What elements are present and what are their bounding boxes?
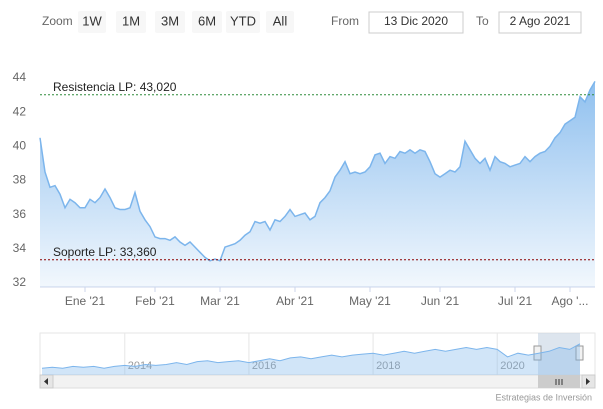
zoom-button-label[interactable]: All — [273, 13, 288, 28]
arrow — [44, 378, 48, 385]
y-tick-label: 32 — [13, 275, 27, 289]
x-tick-label: Ago '... — [552, 294, 589, 308]
navigator-selection[interactable] — [538, 333, 580, 375]
navigator-label: 2016 — [252, 360, 276, 372]
y-tick-label: 36 — [13, 207, 27, 221]
arrow — [586, 378, 590, 385]
scrollbar-track[interactable] — [39, 374, 596, 389]
navigator-label: 2018 — [376, 360, 400, 372]
navigator-handle[interactable] — [575, 345, 584, 361]
zoom-button-label[interactable]: 6M — [198, 13, 216, 28]
zoom-label: Zoom — [42, 14, 73, 28]
from-value[interactable]: 13 Dic 2020 — [384, 14, 448, 28]
to-value[interactable]: 2 Ago 2021 — [510, 14, 571, 28]
x-tick-label: Abr '21 — [276, 294, 314, 308]
x-tick-label: Feb '21 — [135, 294, 175, 308]
plot-line-label: Soporte LP: 33,360 — [53, 245, 157, 259]
to-input[interactable] — [498, 11, 582, 34]
navigator-line — [41, 343, 581, 369]
x-tick-label: Ene '21 — [65, 294, 106, 308]
zoom-button-label[interactable]: 1W — [82, 13, 102, 28]
zoom-button-label[interactable]: 3M — [161, 13, 179, 28]
x-tick-label: May '21 — [349, 294, 391, 308]
x-tick-label: Mar '21 — [200, 294, 240, 308]
zoom-button[interactable] — [192, 11, 222, 33]
zoom-button[interactable] — [226, 11, 260, 33]
zoom-button[interactable] — [155, 11, 185, 33]
y-tick-label: 42 — [13, 104, 27, 118]
credit[interactable]: Estrategias de Inversión — [495, 392, 592, 402]
from-input[interactable] — [368, 11, 464, 34]
zoom-button-label[interactable]: 1M — [122, 13, 140, 28]
zoom-button[interactable] — [78, 11, 106, 33]
navigator-area — [42, 343, 580, 375]
zoom-button[interactable] — [116, 11, 146, 33]
y-tick-label: 38 — [13, 173, 27, 187]
y-tick-label: 40 — [13, 139, 27, 153]
plot-line-label: Resistencia LP: 43,020 — [53, 80, 177, 94]
line — [39, 81, 596, 262]
y-tick-label: 34 — [13, 241, 27, 255]
y-tick-label: 44 — [13, 70, 27, 84]
from-label: From — [331, 14, 359, 28]
area — [40, 81, 595, 288]
zoom-button[interactable] — [266, 11, 294, 33]
x-tick-label: Jul '21 — [498, 294, 533, 308]
navigator-label: 2020 — [500, 360, 524, 372]
to-label: To — [476, 14, 489, 28]
zoom-button-label[interactable]: YTD — [230, 13, 256, 28]
x-tick-label: Jun '21 — [421, 294, 460, 308]
